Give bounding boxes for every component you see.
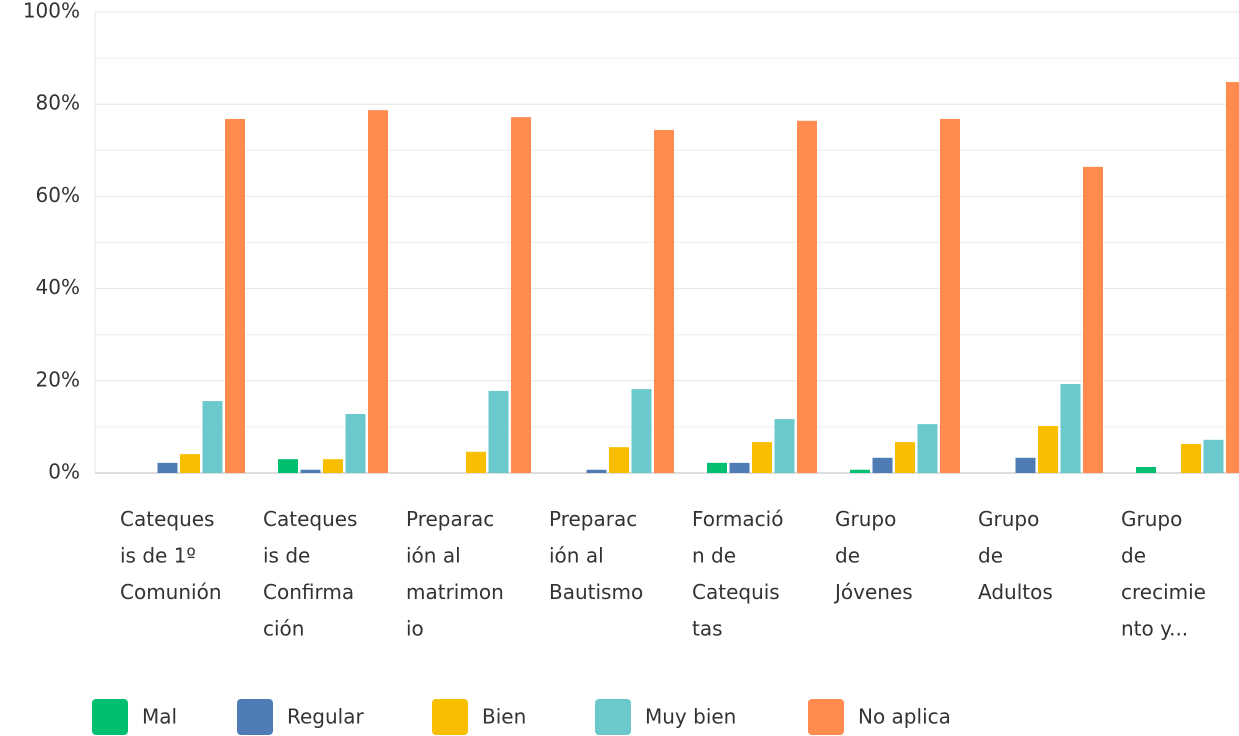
bar [278, 459, 298, 473]
x-tick-label: Grupo de Adultos [978, 507, 1053, 604]
bar [729, 462, 750, 473]
bar [488, 390, 509, 473]
legend-swatch [237, 699, 273, 735]
legend-label: Bien [482, 705, 526, 729]
x-tick-label: Grupo de Jóvenes [833, 507, 913, 604]
bar [202, 401, 223, 473]
legend-swatch [595, 699, 631, 735]
bar [368, 110, 388, 474]
y-tick-label: 20% [36, 367, 80, 391]
bar [180, 454, 200, 473]
legend-swatch [808, 699, 844, 735]
x-tick-label: Grupo de crecimie nto y... [1121, 507, 1206, 641]
x-tick-label: Formació n de Catequis tas [692, 507, 783, 641]
bar [511, 117, 531, 473]
bar [940, 118, 960, 474]
bar [872, 457, 893, 473]
bar [300, 469, 321, 473]
bar [345, 413, 366, 473]
bar [225, 118, 245, 474]
y-tick-label: 100% [23, 0, 80, 23]
x-tick-label: Preparac ión al Bautismo [549, 507, 643, 604]
y-tick-label: 60% [36, 183, 80, 207]
bar [586, 469, 607, 473]
bar [774, 419, 795, 473]
bar [631, 389, 652, 473]
bar [1203, 439, 1224, 473]
bar [752, 442, 772, 473]
bar [1015, 457, 1036, 473]
bar [1226, 82, 1239, 474]
bar [1060, 384, 1081, 473]
legend-swatch [92, 699, 128, 735]
bar [797, 120, 817, 474]
bar [850, 469, 870, 473]
bar [323, 459, 343, 473]
bar [1083, 166, 1103, 473]
legend-label: Muy bien [645, 705, 736, 729]
x-tick-label: Cateques is de Confirma ción [263, 507, 357, 641]
bar [609, 447, 629, 473]
bar [1136, 467, 1156, 473]
legend-label: Mal [142, 705, 177, 729]
x-tick-label: Cateques is de 1º Comunión [120, 507, 222, 604]
bar [895, 442, 915, 473]
bar [157, 462, 178, 473]
bar [466, 451, 486, 473]
legend-label: Regular [287, 705, 364, 729]
y-tick-label: 40% [36, 275, 80, 299]
bar [1038, 425, 1058, 473]
bar [917, 424, 938, 473]
x-tick-label: Preparac ión al matrimon io [406, 507, 504, 641]
y-tick-label: 0% [48, 460, 80, 484]
legend-label: No aplica [858, 705, 951, 729]
bar [707, 462, 727, 473]
bar [1181, 443, 1201, 473]
y-tick-label: 80% [36, 91, 80, 115]
legend-swatch [432, 699, 468, 735]
bar [654, 130, 674, 474]
